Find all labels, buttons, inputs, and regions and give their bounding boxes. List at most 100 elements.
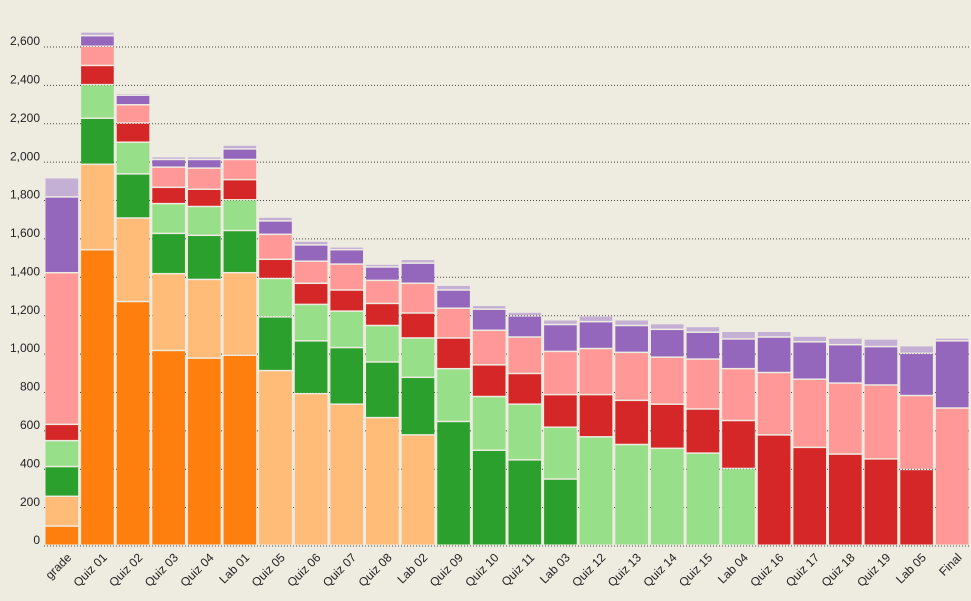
bar-segment bbox=[116, 302, 150, 545]
y-tick-label: 400 bbox=[20, 456, 40, 470]
bar-segment bbox=[223, 160, 257, 179]
bar-segment bbox=[686, 453, 720, 545]
x-tick-label: Quiz 16 bbox=[747, 550, 786, 589]
bar-segment bbox=[579, 322, 613, 348]
bar-segment bbox=[259, 217, 292, 221]
y-tick-label: 1,800 bbox=[10, 188, 40, 202]
bar-segment bbox=[864, 459, 898, 545]
bar-segment bbox=[45, 425, 79, 440]
x-tick-label: Quiz 18 bbox=[819, 550, 858, 589]
bar-segment bbox=[187, 157, 221, 159]
bar-segment bbox=[900, 470, 933, 545]
bar-segment bbox=[81, 118, 114, 164]
bar-segment bbox=[544, 320, 577, 324]
bar-segment bbox=[472, 365, 506, 396]
x-tick-label: Final bbox=[936, 550, 964, 578]
y-tick-label: 2,200 bbox=[10, 111, 40, 125]
bar-segment bbox=[935, 338, 969, 341]
bar-segment bbox=[116, 95, 150, 105]
bar-segment bbox=[45, 441, 79, 466]
bar-segment bbox=[508, 460, 542, 545]
bar-segment bbox=[330, 348, 364, 404]
bar-segment bbox=[116, 174, 150, 218]
bar-segment bbox=[330, 311, 364, 347]
bar-segment bbox=[864, 385, 898, 459]
x-tick-label: Lab 05 bbox=[893, 550, 929, 586]
bar-segment bbox=[864, 347, 898, 385]
bar-segment bbox=[81, 250, 114, 545]
x-tick-label: Quiz 07 bbox=[320, 550, 359, 589]
bar-segment bbox=[152, 234, 185, 273]
bar-segment bbox=[223, 273, 257, 355]
y-tick-label: 800 bbox=[20, 380, 40, 394]
bar-segment bbox=[615, 326, 648, 352]
bar-segment bbox=[330, 250, 364, 264]
y-tick-label: 2,400 bbox=[10, 73, 40, 87]
bar-segment bbox=[793, 379, 827, 447]
bar-segment bbox=[579, 349, 613, 394]
bar-segment bbox=[366, 418, 399, 545]
bar-segment bbox=[330, 404, 364, 545]
bar-segment bbox=[757, 435, 791, 545]
bar-segment bbox=[437, 369, 470, 421]
bar-segment bbox=[152, 157, 185, 159]
bar-segment bbox=[401, 435, 435, 545]
y-tick-label: 1,600 bbox=[10, 226, 40, 240]
bar-segment bbox=[294, 245, 328, 261]
bar-segment bbox=[152, 160, 185, 167]
x-tick-label: Lab 04 bbox=[715, 550, 751, 586]
bar-segment bbox=[508, 404, 542, 460]
y-tick-label: 1,400 bbox=[10, 264, 40, 278]
bar-segment bbox=[615, 445, 648, 545]
x-tick-label: Quiz 12 bbox=[569, 550, 608, 589]
bar-segment bbox=[187, 280, 221, 358]
bar-segment bbox=[437, 422, 470, 545]
bar-segment bbox=[437, 308, 470, 338]
bar-segment bbox=[116, 123, 150, 142]
bar-segment bbox=[722, 369, 755, 420]
bar-segment bbox=[81, 36, 114, 46]
bar-segment bbox=[366, 267, 399, 280]
bar-segment bbox=[650, 330, 684, 357]
bar-segment bbox=[472, 397, 506, 450]
bar-segment bbox=[81, 85, 114, 118]
bar-segment bbox=[187, 236, 221, 279]
bar-segment bbox=[437, 290, 470, 308]
bar-segment bbox=[508, 374, 542, 404]
y-tick-label: 1,000 bbox=[10, 341, 40, 355]
x-tick-label: Quiz 01 bbox=[71, 550, 110, 589]
bar-segment bbox=[259, 260, 292, 278]
x-tick-label: Quiz 02 bbox=[106, 550, 145, 589]
x-tick-label: Quiz 09 bbox=[427, 550, 466, 589]
x-tick-label: Quiz 14 bbox=[640, 550, 679, 589]
x-tick-label: Quiz 13 bbox=[605, 550, 644, 589]
bar-segment bbox=[722, 469, 755, 545]
bar-segment bbox=[508, 316, 542, 337]
bar-segment bbox=[615, 353, 648, 400]
bar-segment bbox=[829, 345, 862, 383]
bar-segment bbox=[294, 341, 328, 393]
x-tick-label: Quiz 17 bbox=[783, 550, 822, 589]
bar-segment bbox=[330, 264, 364, 290]
bar-segment bbox=[401, 260, 435, 263]
bar-segment bbox=[829, 338, 862, 344]
bar-segment bbox=[829, 383, 862, 454]
bar-segment bbox=[223, 231, 257, 272]
bar-segment bbox=[294, 261, 328, 283]
bar-segment bbox=[472, 450, 506, 545]
bar-segment bbox=[472, 331, 506, 365]
bar-segment bbox=[45, 467, 79, 496]
y-tick-label: 2,600 bbox=[10, 34, 40, 48]
bar-segment bbox=[116, 105, 150, 123]
bar-segment bbox=[116, 218, 150, 301]
bar-segment bbox=[223, 200, 257, 230]
x-tick-label: Quiz 03 bbox=[142, 550, 181, 589]
bar-segment bbox=[793, 342, 827, 379]
bar-segment bbox=[793, 448, 827, 545]
bar-segment bbox=[722, 339, 755, 368]
x-tick-label: Quiz 11 bbox=[499, 550, 538, 589]
bar-segment bbox=[187, 207, 221, 235]
bar-segment bbox=[45, 497, 79, 526]
bar-segment bbox=[900, 346, 933, 353]
